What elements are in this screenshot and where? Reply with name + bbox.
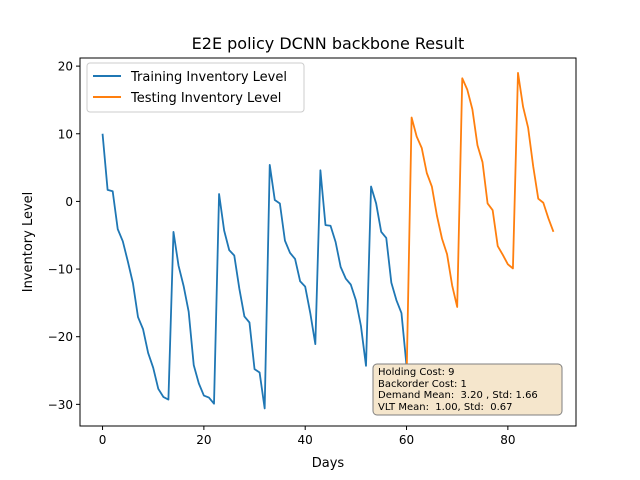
- series-layer: [101, 71, 555, 410]
- series-line-training: [101, 133, 408, 410]
- y-axis-ticks: −30 −20 −10 0 10 20: [48, 60, 80, 412]
- annotation-backorder-cost: Backorder Cost: 1: [378, 379, 467, 390]
- x-tick-label: 80: [500, 433, 515, 447]
- series-line-testing: [405, 71, 555, 381]
- y-tick-label: 10: [58, 127, 73, 141]
- x-tick-label: 60: [399, 433, 414, 447]
- x-tick-label: 40: [298, 433, 313, 447]
- x-axis-ticks: 0 20 40 60 80: [99, 426, 515, 447]
- x-axis-label: Days: [312, 456, 345, 471]
- y-tick-label: 0: [65, 195, 73, 209]
- y-axis-label: Inventory Level: [21, 192, 36, 293]
- annotation-vlt: VLT Mean: 1.00, Std: 0.67: [378, 402, 513, 413]
- legend-label-training: Training Inventory Level: [130, 70, 287, 85]
- annotation-box: [372, 363, 563, 416]
- legend: Training Inventory Level Testing Invento…: [86, 62, 305, 113]
- y-tick-label: −10: [48, 263, 73, 277]
- legend-box: [86, 62, 305, 113]
- y-tick-label: 20: [58, 60, 73, 74]
- annotation-demand: Demand Mean: 3.20 , Std: 1.66: [378, 390, 538, 401]
- x-tick-label: 20: [196, 433, 211, 447]
- legend-label-testing: Testing Inventory Level: [130, 91, 281, 106]
- annotation-holding-cost: Holding Cost: 9: [378, 367, 455, 378]
- chart-title: E2E policy DCNN backbone Result: [192, 34, 465, 53]
- x-tick-label: 0: [99, 433, 107, 447]
- parameter-annotation: Holding Cost: 9 Backorder Cost: 1 Demand…: [372, 363, 563, 416]
- y-tick-label: −30: [48, 398, 73, 412]
- plot-frame: [79, 57, 577, 427]
- y-tick-label: −20: [48, 330, 73, 344]
